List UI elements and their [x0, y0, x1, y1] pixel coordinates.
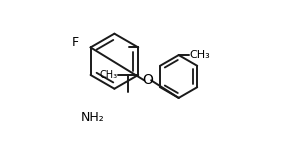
Text: CH₃: CH₃ — [189, 50, 210, 60]
Text: NH₂: NH₂ — [80, 111, 104, 124]
Text: CH₃: CH₃ — [100, 70, 118, 80]
Text: O: O — [142, 73, 153, 87]
Text: F: F — [71, 36, 79, 49]
